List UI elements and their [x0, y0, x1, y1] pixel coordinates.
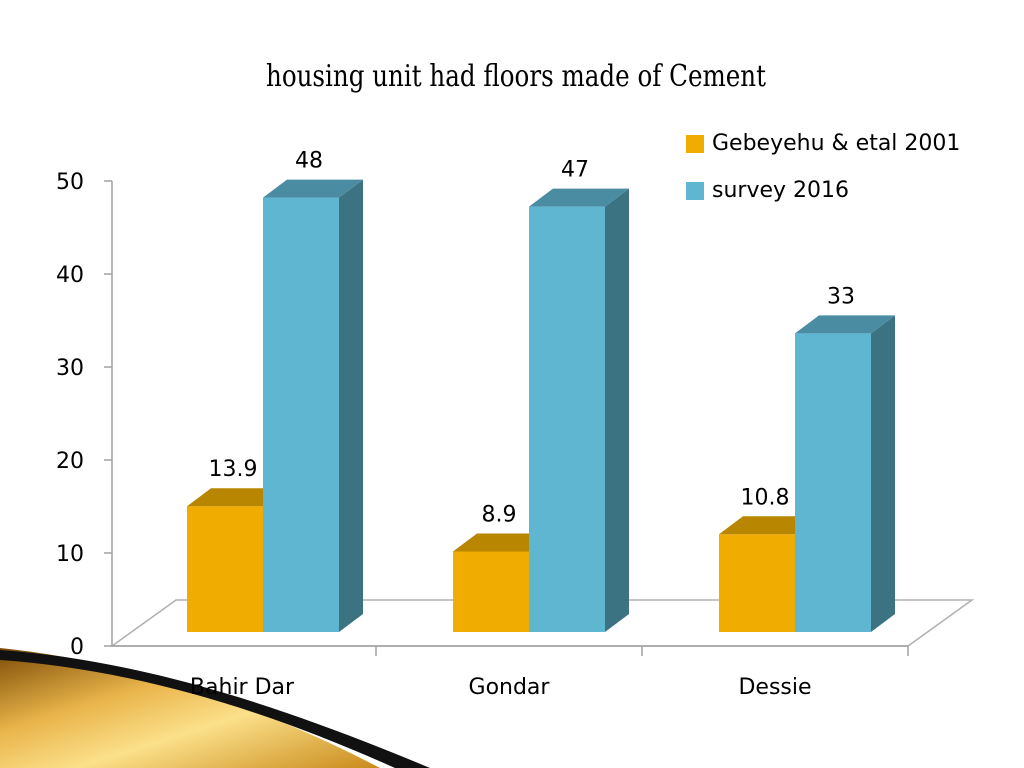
bar-top	[795, 315, 895, 334]
data-label: 33	[827, 284, 855, 309]
y-tick-label: 10	[56, 542, 84, 567]
chart-title: housing unit had floors made of Cement	[266, 59, 766, 94]
bar-0-1	[263, 179, 363, 632]
y-tick-label: 30	[56, 356, 84, 381]
data-labels: 13.9 48 8.9 47 10.8 33	[209, 149, 855, 528]
corner-decoration	[0, 648, 430, 768]
data-label: 13.9	[209, 457, 258, 482]
bar-top	[719, 516, 819, 535]
x-ticks: Bahir Dar Gondar Dessie	[190, 646, 909, 700]
x-tick-label: Dessie	[738, 675, 811, 700]
y-ticks: 0 10 20 30 40 50	[56, 170, 112, 660]
bar-side	[605, 188, 629, 632]
data-label: 48	[295, 149, 323, 174]
y-tick-label: 0	[70, 635, 84, 660]
legend-label-gebeyehu: Gebeyehu & etal 2001	[712, 131, 960, 156]
data-label: 47	[561, 158, 589, 183]
data-label: 8.9	[482, 502, 517, 527]
bar-front	[529, 206, 605, 632]
x-tick-label: Bahir Dar	[190, 675, 295, 700]
bar-1-1	[529, 188, 629, 632]
legend: Gebeyehu & etal 2001 survey 2016	[686, 131, 960, 203]
bar-front	[719, 534, 795, 632]
bar-top	[187, 488, 287, 507]
bar-side	[339, 179, 363, 632]
legend-swatch-survey	[686, 182, 704, 200]
bar-side	[871, 315, 895, 632]
x-tick-label: Gondar	[469, 675, 551, 700]
bar-front	[453, 551, 529, 632]
legend-label-survey: survey 2016	[712, 178, 849, 203]
bar-front	[187, 506, 263, 632]
bar-2-1	[795, 315, 895, 632]
bar-top	[529, 188, 629, 207]
bar-top	[453, 533, 553, 552]
y-tick-label: 50	[56, 170, 84, 195]
data-label: 10.8	[741, 485, 790, 510]
bar-front	[795, 333, 871, 632]
bar-top	[263, 179, 363, 198]
bar-front	[263, 197, 339, 632]
y-tick-label: 20	[56, 449, 84, 474]
bars	[187, 179, 895, 632]
y-tick-label: 40	[56, 263, 84, 288]
legend-swatch-gebeyehu	[686, 135, 704, 153]
